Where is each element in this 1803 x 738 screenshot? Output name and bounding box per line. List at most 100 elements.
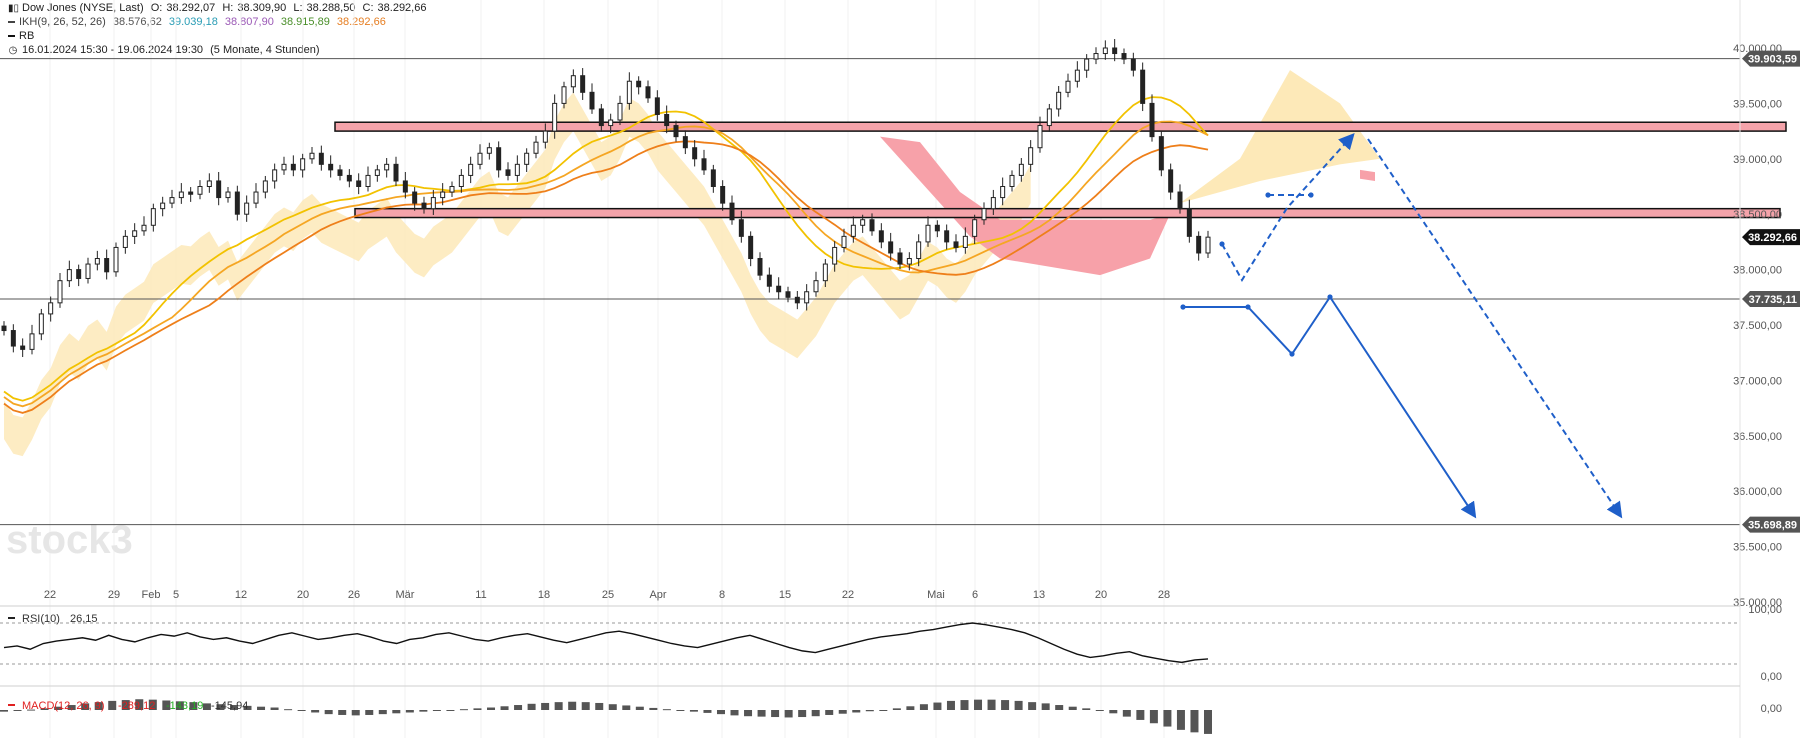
- price-axis-label: 38.000,00: [1733, 265, 1782, 277]
- candle-body: [1018, 163, 1024, 176]
- candle-body: [141, 224, 147, 232]
- macd-bar: [1001, 700, 1010, 710]
- macd-bar: [54, 706, 63, 710]
- candle-body: [384, 163, 390, 171]
- candle-body: [1112, 47, 1118, 55]
- macd-bar: [1163, 710, 1172, 727]
- candle-body: [234, 191, 240, 215]
- header-line-3: RB: [8, 29, 38, 43]
- candle-body: [589, 91, 595, 110]
- time-axis-label: Mär: [396, 589, 415, 601]
- price-tag-box: [1742, 290, 1800, 307]
- candle-body: [132, 230, 138, 237]
- time-axis-label: 20: [1095, 589, 1107, 601]
- ohlc-close-value: 38.292,66: [377, 2, 427, 14]
- candle-body: [10, 330, 16, 347]
- rb-label: RB: [19, 30, 35, 42]
- price-axis-label: 39.000,00: [1733, 154, 1782, 166]
- candle-body: [113, 246, 119, 273]
- macd-bar: [419, 710, 428, 712]
- macd-value-1: -289,12: [118, 700, 155, 712]
- projection-point: [1265, 192, 1271, 198]
- macd-bar: [541, 702, 550, 710]
- candle-body: [1102, 47, 1108, 55]
- macd-legend-marker: [8, 704, 15, 706]
- candle-body: [888, 241, 894, 254]
- ohlc-high-value: 38.309,90: [237, 2, 287, 14]
- macd-bar: [933, 702, 942, 710]
- macd-bar: [662, 709, 671, 711]
- price-axis-label: 36.000,00: [1733, 486, 1782, 498]
- macd-bar: [13, 710, 22, 711]
- candle-body: [682, 136, 688, 149]
- ohlc-open-label: O:: [150, 2, 163, 14]
- candle-body: [300, 158, 306, 171]
- header-line-2: IKH(9, 26, 52, 26) 38.576,62 39.039,18 3…: [8, 15, 390, 29]
- macd-bar: [595, 702, 604, 710]
- macd-bar: [446, 710, 455, 711]
- macd-bar: [608, 704, 617, 710]
- candle-body: [944, 230, 950, 243]
- candle-body: [934, 224, 940, 232]
- macd-bar: [960, 700, 969, 710]
- macd-bar: [459, 709, 468, 711]
- ohlc-low-value: 38.288,50: [306, 2, 356, 14]
- candle-body: [76, 269, 82, 279]
- time-axis-label: 5: [173, 589, 179, 601]
- candle-body: [29, 333, 35, 350]
- macd-bar: [500, 706, 509, 710]
- candle-body: [206, 180, 212, 188]
- candle-body: [197, 186, 203, 195]
- macd-bar: [297, 710, 306, 711]
- macd-bar: [94, 702, 103, 710]
- time-axis-label: 29: [108, 589, 120, 601]
- macd-value-3: -145,94: [211, 700, 248, 712]
- macd-bar: [229, 705, 238, 710]
- candle-body: [785, 291, 791, 298]
- macd-bar: [162, 700, 171, 710]
- candle-body: [878, 230, 884, 243]
- macd-bar: [1136, 710, 1145, 720]
- candle-body: [1028, 147, 1034, 165]
- candle-body: [1084, 58, 1090, 71]
- moving-averages: [3, 96, 1209, 414]
- candle-body: [1130, 58, 1136, 71]
- candle-body: [953, 241, 959, 248]
- macd-bar: [243, 705, 252, 710]
- macd-bar: [121, 700, 130, 710]
- macd-bar: [974, 699, 983, 710]
- macd-bar: [514, 705, 523, 710]
- macd-bar: [987, 699, 996, 710]
- time-axis-label: 12: [235, 589, 247, 601]
- candle-body: [356, 180, 362, 188]
- time-axis-label: 15: [779, 589, 791, 601]
- time-axis-label: 11: [475, 589, 486, 601]
- price-axis-label: 37.000,00: [1733, 375, 1782, 387]
- ohlc-high-label: H:: [222, 2, 234, 14]
- resistance-zone: [334, 121, 1787, 132]
- macd-bar: [473, 708, 482, 710]
- macd-bar: [487, 707, 496, 710]
- cloud-future-bearish: [1360, 169, 1375, 181]
- candle-body: [318, 152, 324, 165]
- candle-body: [393, 163, 399, 182]
- macd-bar: [378, 710, 387, 715]
- candle-body: [468, 163, 474, 176]
- candle-body: [104, 258, 110, 273]
- projection-solid: [1183, 295, 1477, 519]
- candle-body: [916, 241, 922, 260]
- candle-body: [458, 174, 464, 187]
- candle-body: [150, 208, 156, 226]
- candle-body: [38, 313, 44, 335]
- candle-body: [122, 235, 128, 248]
- candlesticks: [1, 39, 1211, 358]
- rsi-label: RSI(10): [22, 613, 60, 625]
- candle-body: [225, 191, 231, 199]
- candle-body: [673, 125, 679, 138]
- candle-body: [598, 108, 604, 127]
- projection-arrows: [1180, 133, 1623, 519]
- candle-body: [57, 280, 63, 304]
- macd-histogram: [0, 699, 1212, 734]
- candle-body: [402, 180, 408, 193]
